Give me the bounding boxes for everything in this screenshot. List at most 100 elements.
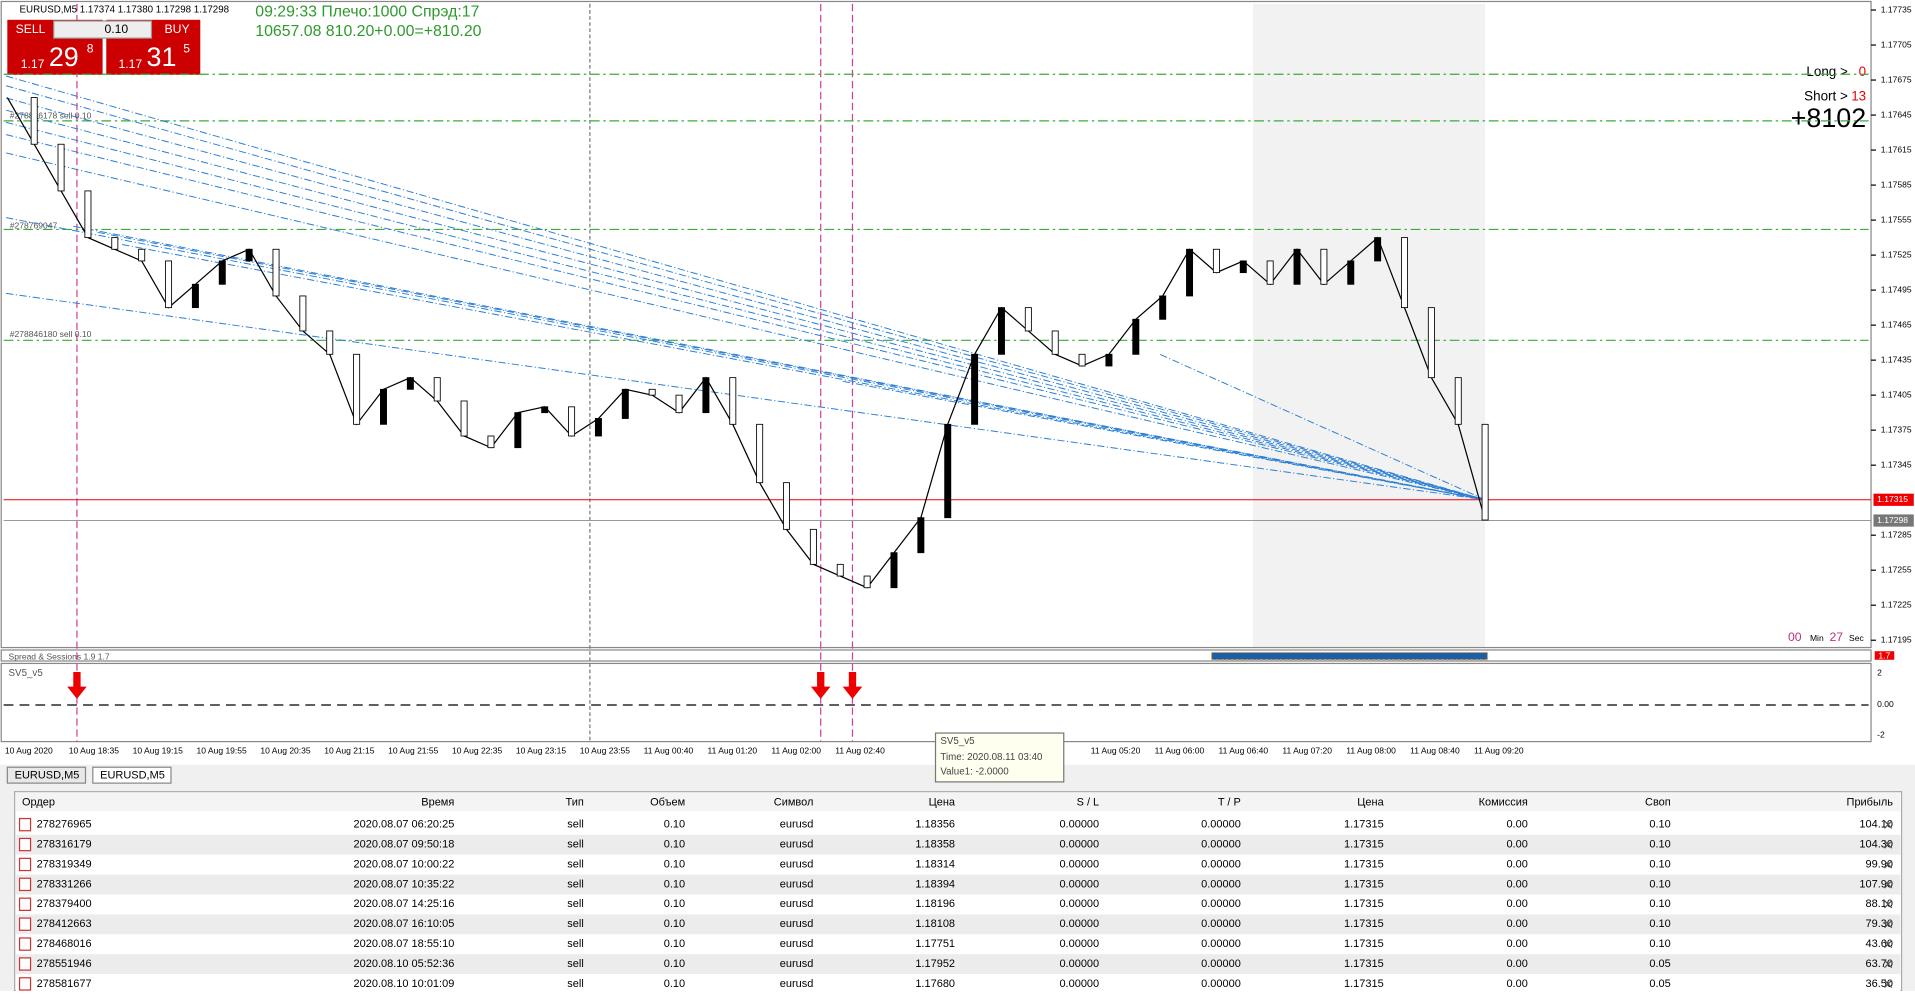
column-header[interactable]: Символ [774, 797, 814, 809]
spread-bars [1210, 651, 1489, 661]
table-row[interactable] [15, 894, 1901, 915]
candle [1374, 237, 1382, 262]
trend-line [842, 380, 1486, 501]
candle [1051, 330, 1059, 355]
column-header[interactable]: Ордер [22, 797, 55, 809]
cell: sell [567, 918, 583, 930]
buy-button[interactable]: BUY [165, 22, 190, 36]
candle [675, 394, 683, 414]
cell: 104.10 [1859, 819, 1893, 831]
table-header [15, 792, 1901, 812]
price-label: 1.17585 [1881, 179, 1912, 189]
candle [191, 283, 199, 309]
candle [1078, 353, 1086, 367]
price-label: 1.17705 [1881, 39, 1912, 49]
table-row[interactable] [15, 954, 1901, 975]
lot[interactable]: 0.10 [104, 22, 128, 36]
sv5-tick: 0.00 [1877, 699, 1894, 709]
order-icon [18, 837, 32, 852]
candle [621, 388, 629, 419]
table-row[interactable] [15, 814, 1901, 835]
tab[interactable] [6, 766, 87, 784]
tab[interactable] [92, 766, 172, 784]
column-header[interactable]: S / L [1077, 797, 1100, 809]
cell: 0.10 [664, 858, 685, 870]
cell: 0.00000 [1201, 958, 1241, 970]
table-row[interactable] [15, 874, 1901, 895]
cell: eurusd [780, 918, 814, 930]
close-icon[interactable] [1884, 860, 1893, 869]
order-icon [18, 957, 32, 971]
candle [648, 388, 656, 396]
table-row[interactable] [15, 914, 1901, 935]
cell: sell [567, 858, 583, 870]
table-row[interactable] [15, 834, 1901, 855]
price-label: 1.17465 [1881, 319, 1912, 329]
cell: 278412663 [37, 918, 92, 930]
candle [1105, 353, 1113, 367]
table-row[interactable] [15, 854, 1901, 875]
spread-panel [0, 649, 1872, 662]
tab-label[interactable]: EURUSD,M5 [100, 770, 165, 782]
candle [165, 260, 173, 309]
column-header[interactable]: Цена [1357, 797, 1384, 809]
trend-line [6, 217, 1486, 501]
lot-box[interactable] [53, 20, 153, 39]
cell: 1.18394 [915, 878, 955, 890]
candle [406, 377, 414, 390]
column-header[interactable]: Комиссия [1479, 797, 1528, 809]
price-label: 1.17345 [1881, 459, 1912, 469]
column-header[interactable]: T / P [1218, 797, 1241, 809]
cell: 278316179 [37, 838, 92, 850]
candle [326, 330, 334, 355]
column-header[interactable]: Время [421, 797, 454, 809]
time-label: 11 Aug 08:40 [1410, 746, 1460, 756]
close-icon[interactable] [1884, 840, 1893, 849]
order-icon [18, 977, 32, 991]
time-label: 11 Aug 07:20 [1282, 746, 1332, 756]
close-icon[interactable] [1884, 900, 1893, 909]
close-icon[interactable] [1884, 920, 1893, 929]
candle [245, 248, 253, 262]
bar-strip [1210, 651, 1489, 661]
trend-line [5, 134, 1486, 501]
candle [594, 418, 602, 437]
cell: 278276965 [37, 819, 92, 831]
close-icon[interactable] [1884, 959, 1893, 969]
cell: 1.17952 [915, 958, 955, 970]
table-row[interactable] [15, 974, 1901, 995]
long-value: 0 [1859, 64, 1866, 79]
column-header[interactable]: Прибыль [1847, 797, 1894, 809]
column-header[interactable]: Тип [565, 797, 583, 809]
bid-box [1873, 514, 1914, 527]
cell: 0.10 [1649, 898, 1670, 910]
trend-line [5, 75, 1486, 501]
sell-button[interactable]: SELL [16, 22, 46, 36]
candle [917, 517, 925, 554]
cell: 88.10 [1866, 898, 1894, 910]
time-label: 10 Aug 23:15 [516, 746, 567, 756]
order-icon [18, 877, 32, 892]
column-header[interactable]: Своп [1645, 797, 1671, 809]
close-icon[interactable] [1884, 820, 1893, 829]
cell: 0.10 [1649, 838, 1670, 850]
trend-line [1160, 353, 1486, 501]
cell: 1.17751 [915, 938, 955, 950]
tab-label[interactable]: EURUSD,M5 [15, 770, 80, 782]
cell: 278581677 [37, 978, 92, 990]
close-icon[interactable] [1884, 979, 1893, 988]
cell: 0.00000 [1059, 938, 1099, 950]
cell: 2020.08.10 10:01:09 [354, 978, 455, 990]
candle [1427, 307, 1435, 379]
column-header[interactable]: Цена [929, 797, 956, 809]
close-icon[interactable] [1884, 939, 1893, 949]
cell: 278551946 [37, 958, 92, 970]
column-header[interactable]: Объем [650, 797, 685, 809]
cell: eurusd [780, 838, 814, 850]
time-label: 10 Aug 21:55 [388, 746, 439, 756]
tooltip-value: Value1: -2.0000 [940, 767, 1009, 778]
close-icon[interactable] [1884, 880, 1893, 889]
timer-min-label: Min [1810, 633, 1824, 643]
table-row[interactable] [15, 934, 1901, 955]
cell: 0.00 [1506, 878, 1527, 890]
